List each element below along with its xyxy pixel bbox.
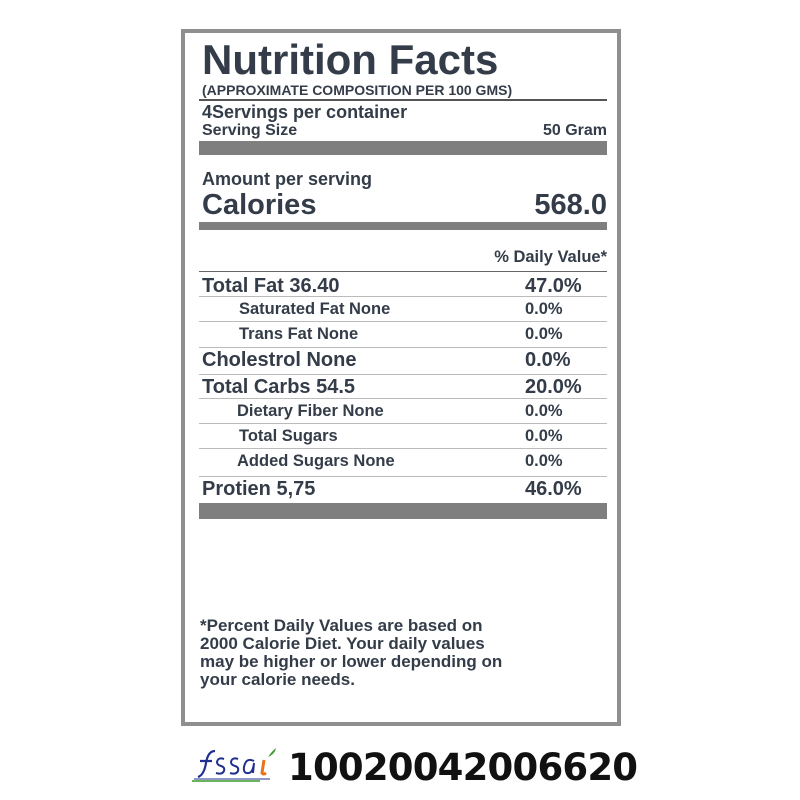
label-subtitle: (APPROXIMATE COMPOSITION PER 100 GMS): [202, 82, 513, 98]
daily-value-header: % Daily Value*: [494, 248, 607, 266]
footnote-line: *Percent Daily Values are based on: [200, 616, 483, 635]
label-title: Nutrition Facts: [202, 36, 499, 83]
footnote-line: 2000 Calorie Diet. Your daily values: [200, 634, 485, 653]
serving-size-label: Serving Size: [202, 122, 298, 139]
serving-size-value: 50 Gram: [542, 122, 607, 139]
nutrient-daily-value: 0.0%: [525, 325, 563, 343]
divider: [199, 271, 607, 272]
nutrient-name: Total Carbs 54.5: [202, 376, 356, 398]
divider: [199, 448, 607, 449]
divider: [199, 398, 607, 399]
nutrient-name: Trans Fat None: [239, 325, 359, 343]
divider: [199, 99, 607, 101]
divider: [199, 476, 607, 477]
calories-label: Calories: [202, 189, 317, 221]
footnote-line: may be higher or lower depending on: [200, 652, 503, 671]
nutrient-name: Total Sugars: [239, 427, 338, 445]
thick-divider: [199, 503, 607, 519]
footnote-line: your calorie needs.: [200, 670, 355, 689]
footnote: *Percent Daily Values are based on 2000 …: [200, 617, 502, 689]
divider: [199, 374, 607, 375]
nutrient-name: Added Sugars None: [237, 452, 395, 470]
nutrient-daily-value: 0.0%: [525, 452, 563, 470]
calories-value: 568.0: [534, 189, 607, 221]
fssai-logo: [192, 748, 276, 782]
nutrient-name: Cholestrol None: [202, 349, 357, 371]
amount-per-serving: Amount per serving: [202, 169, 373, 189]
divider: [199, 423, 607, 424]
thick-divider: [199, 141, 607, 155]
nutrient-name: Protien 5,75: [202, 478, 316, 500]
servings-per-container: 4Servings per container: [202, 102, 408, 122]
divider: [199, 321, 607, 322]
nutrient-name: Total Fat 36.40: [202, 275, 340, 297]
nutrient-name: Dietary Fiber None: [237, 402, 384, 420]
divider: [199, 296, 607, 297]
nutrient-daily-value: 0.0%: [525, 402, 563, 420]
nutrient-daily-value: 46.0%: [525, 478, 582, 500]
nutrient-daily-value: 0.0%: [525, 300, 563, 318]
nutrient-daily-value: 47.0%: [525, 275, 582, 297]
divider: [199, 347, 607, 348]
thick-divider: [199, 222, 607, 230]
nutrient-daily-value: 0.0%: [525, 427, 563, 445]
nutrient-daily-value: 20.0%: [525, 376, 582, 398]
nutrient-daily-value: 0.0%: [525, 349, 571, 371]
fssai-license-number: 10020042006620: [288, 746, 638, 789]
nutrient-name: Saturated Fat None: [239, 300, 391, 318]
